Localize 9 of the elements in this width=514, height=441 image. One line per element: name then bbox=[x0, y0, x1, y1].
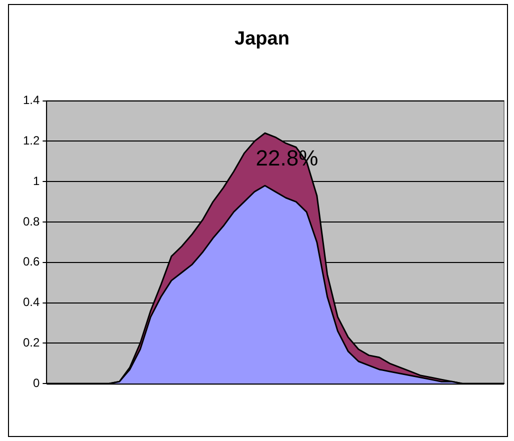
y-tick-label: 0.4 bbox=[22, 295, 40, 310]
y-tick-label: 1.4 bbox=[22, 93, 40, 108]
chart-title: Japan bbox=[234, 28, 290, 50]
y-tick-label: 0.2 bbox=[22, 336, 40, 350]
y-tick-label: 0.8 bbox=[22, 214, 40, 228]
y-tick-label: 1 bbox=[32, 174, 40, 188]
y-tick-label: 0 bbox=[32, 376, 40, 390]
y-tick-label: 1.2 bbox=[22, 134, 40, 148]
y-tick-label: 0.6 bbox=[22, 254, 40, 269]
